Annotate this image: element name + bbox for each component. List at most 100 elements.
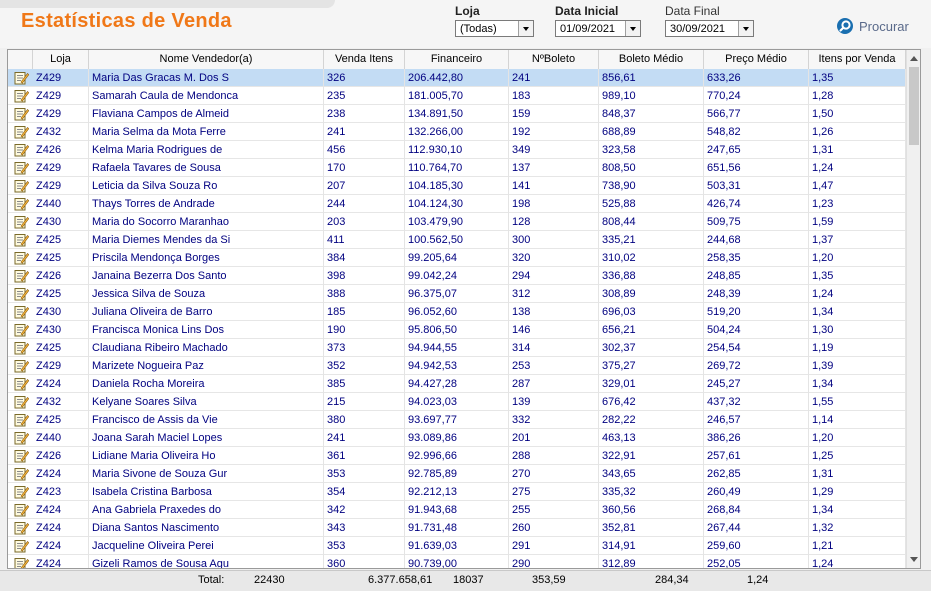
table-cell: Z425 bbox=[33, 411, 89, 429]
table-cell: 94.427,28 bbox=[405, 375, 509, 393]
search-icon bbox=[837, 18, 853, 34]
edit-note-icon[interactable] bbox=[14, 557, 30, 568]
table-row[interactable]: Z424 Diana Santos Nascimento 343 91.731,48 2… bbox=[8, 519, 906, 537]
edit-note-icon[interactable] bbox=[14, 539, 30, 553]
scroll-down-icon[interactable] bbox=[907, 552, 920, 566]
table-cell: 94.944,55 bbox=[405, 339, 509, 357]
column-header[interactable]: Boleto Médio bbox=[599, 50, 704, 69]
table-row[interactable]: Z426 Lidiane Maria Oliveira Ho 361 92.996,6… bbox=[8, 447, 906, 465]
edit-note-icon[interactable] bbox=[14, 125, 30, 139]
table-cell: 343 bbox=[324, 519, 405, 537]
table-cell: 203 bbox=[324, 213, 405, 231]
table-cell: Joana Sarah Maciel Lopes bbox=[89, 429, 324, 447]
table-cell: 1,19 bbox=[809, 339, 906, 357]
grid-rows: Z429 Maria Das Gracas M. Dos S 326 206.442,… bbox=[8, 69, 906, 568]
table-cell: 92.212,13 bbox=[405, 483, 509, 501]
column-header[interactable]: Financeiro bbox=[405, 50, 509, 69]
edit-note-icon[interactable] bbox=[14, 467, 30, 481]
edit-note-icon[interactable] bbox=[14, 89, 30, 103]
chevron-down-icon[interactable] bbox=[625, 21, 640, 36]
total-boleto: 18037 bbox=[453, 574, 484, 586]
edit-note-icon[interactable] bbox=[14, 251, 30, 265]
table-cell: 93.697,77 bbox=[405, 411, 509, 429]
table-cell: Z429 bbox=[33, 105, 89, 123]
column-header[interactable]: Venda Itens bbox=[324, 50, 405, 69]
edit-note-icon[interactable] bbox=[14, 503, 30, 517]
table-cell: Maria do Socorro Maranhao bbox=[89, 213, 324, 231]
table-row[interactable]: Z425 Francisco de Assis da Vie 380 93.697,7… bbox=[8, 411, 906, 429]
column-header[interactable]: NºBoleto bbox=[509, 50, 599, 69]
vertical-scrollbar[interactable] bbox=[906, 50, 920, 568]
table-row[interactable]: Z429 Marizete Nogueira Paz 352 94.942,53 253… bbox=[8, 357, 906, 375]
column-header[interactable]: Preço Médio bbox=[704, 50, 809, 69]
edit-note-icon[interactable] bbox=[14, 449, 30, 463]
column-header[interactable]: Loja bbox=[33, 50, 89, 69]
table-row[interactable]: Z425 Claudiana Ribeiro Machado 373 94.944,5… bbox=[8, 339, 906, 357]
table-cell: 361 bbox=[324, 447, 405, 465]
table-cell: 141 bbox=[509, 177, 599, 195]
edit-note-icon[interactable] bbox=[14, 233, 30, 247]
table-cell: 104.185,30 bbox=[405, 177, 509, 195]
table-row[interactable]: Z430 Juliana Oliveira de Barro 185 96.052,6… bbox=[8, 303, 906, 321]
table-row[interactable]: Z440 Thays Torres de Andrade 244 104.124,30… bbox=[8, 195, 906, 213]
table-row[interactable]: Z440 Joana Sarah Maciel Lopes 241 93.089,86… bbox=[8, 429, 906, 447]
table-cell: 254,54 bbox=[704, 339, 809, 357]
edit-note-icon[interactable] bbox=[14, 71, 30, 85]
chevron-down-icon[interactable] bbox=[738, 21, 753, 36]
table-row[interactable]: Z432 Kelyane Soares Silva 215 94.023,03 139 6… bbox=[8, 393, 906, 411]
data-final-picker[interactable]: 30/09/2021 bbox=[665, 20, 754, 37]
column-header[interactable]: Itens por Venda bbox=[809, 50, 906, 69]
edit-note-icon[interactable] bbox=[14, 485, 30, 499]
table-row[interactable]: Z425 Priscila Mendonça Borges 384 99.205,64… bbox=[8, 249, 906, 267]
table-cell: 335,32 bbox=[599, 483, 704, 501]
table-row[interactable]: Z429 Samarah Caula de Mendonca 235 181.005,… bbox=[8, 87, 906, 105]
edit-note-icon[interactable] bbox=[14, 431, 30, 445]
table-row[interactable]: Z424 Ana Gabriela Praxedes do 342 91.943,68… bbox=[8, 501, 906, 519]
table-row[interactable]: Z423 Isabela Cristina Barbosa 354 92.212,13… bbox=[8, 483, 906, 501]
table-row[interactable]: Z432 Maria Selma da Mota Ferre 241 132.266,… bbox=[8, 123, 906, 141]
edit-note-icon[interactable] bbox=[14, 269, 30, 283]
table-cell: 696,03 bbox=[599, 303, 704, 321]
edit-note-icon[interactable] bbox=[14, 341, 30, 355]
edit-note-icon[interactable] bbox=[14, 323, 30, 337]
edit-note-icon[interactable] bbox=[14, 413, 30, 427]
table-row[interactable]: Z426 Kelma Maria Rodrigues de 456 112.930,1… bbox=[8, 141, 906, 159]
table-cell: 247,65 bbox=[704, 141, 809, 159]
edit-note-icon[interactable] bbox=[14, 377, 30, 391]
data-inicial-picker[interactable]: 01/09/2021 bbox=[555, 20, 641, 37]
scroll-up-icon[interactable] bbox=[907, 52, 920, 66]
edit-note-icon[interactable] bbox=[14, 107, 30, 121]
loja-dropdown[interactable]: (Todas) bbox=[455, 20, 534, 37]
table-row[interactable]: Z430 Maria do Socorro Maranhao 203 103.479,… bbox=[8, 213, 906, 231]
table-row[interactable]: Z426 Janaina Bezerra Dos Santo 398 99.042,2… bbox=[8, 267, 906, 285]
edit-note-icon[interactable] bbox=[14, 197, 30, 211]
edit-note-icon[interactable] bbox=[14, 305, 30, 319]
table-cell: Z426 bbox=[33, 141, 89, 159]
edit-note-icon[interactable] bbox=[14, 143, 30, 157]
table-row[interactable]: Z429 Flaviana Campos de Almeid 238 134.891,… bbox=[8, 105, 906, 123]
table-cell: Juliana Oliveira de Barro bbox=[89, 303, 324, 321]
sales-grid[interactable]: Loja Nome Vendedor(a) Venda Itens Financ… bbox=[7, 49, 921, 569]
table-row[interactable]: Z424 Daniela Rocha Moreira 385 94.427,28 287… bbox=[8, 375, 906, 393]
table-row[interactable]: Z429 Maria Das Gracas M. Dos S 326 206.442,… bbox=[8, 69, 906, 87]
table-row[interactable]: Z424 Maria Sivone de Souza Gur 353 92.785,8… bbox=[8, 465, 906, 483]
edit-note-icon[interactable] bbox=[14, 215, 30, 229]
edit-note-icon[interactable] bbox=[14, 521, 30, 535]
table-cell: 159 bbox=[509, 105, 599, 123]
chevron-down-icon[interactable] bbox=[518, 21, 533, 36]
table-cell: 375,27 bbox=[599, 357, 704, 375]
edit-note-icon[interactable] bbox=[14, 179, 30, 193]
table-row[interactable]: Z425 Maria Diemes Mendes da Si 411 100.562,… bbox=[8, 231, 906, 249]
column-header[interactable]: Nome Vendedor(a) bbox=[89, 50, 324, 69]
edit-note-icon[interactable] bbox=[14, 395, 30, 409]
edit-note-icon[interactable] bbox=[14, 359, 30, 373]
table-row[interactable]: Z429 Rafaela Tavares de Sousa 170 110.764,7… bbox=[8, 159, 906, 177]
table-row[interactable]: Z429 Leticia da Silva Souza Ro 207 104.185,… bbox=[8, 177, 906, 195]
table-row[interactable]: Z424 Gizeli Ramos de Sousa Agu 360 90.739,0… bbox=[8, 555, 906, 568]
table-row[interactable]: Z424 Jacqueline Oliveira Perei 353 91.639,0… bbox=[8, 537, 906, 555]
scrollbar-thumb[interactable] bbox=[909, 67, 919, 145]
table-row[interactable]: Z430 Francisca Monica Lins Dos 190 95.806,5… bbox=[8, 321, 906, 339]
edit-note-icon[interactable] bbox=[14, 161, 30, 175]
edit-note-icon[interactable] bbox=[14, 287, 30, 301]
table-row[interactable]: Z425 Jessica Silva de Souza 388 96.375,07 31… bbox=[8, 285, 906, 303]
